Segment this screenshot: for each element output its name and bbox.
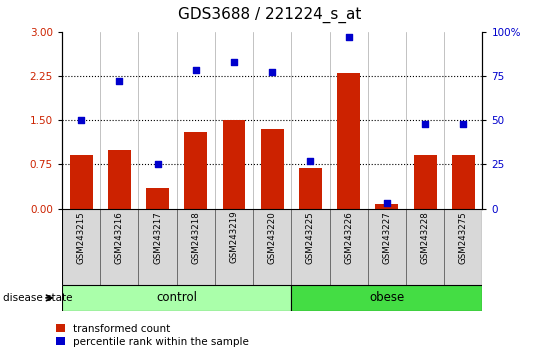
Text: GSM243216: GSM243216: [115, 211, 124, 263]
Text: GSM243215: GSM243215: [77, 211, 86, 263]
Point: [268, 69, 277, 75]
Point: [306, 158, 315, 164]
Text: GSM243275: GSM243275: [459, 211, 468, 263]
Bar: [375, 204, 398, 209]
Bar: [261, 129, 284, 209]
Point: [153, 161, 162, 167]
Point: [421, 121, 430, 126]
Point: [230, 59, 238, 64]
Point: [191, 68, 200, 73]
Bar: [444, 209, 482, 285]
Point: [344, 34, 353, 40]
Text: GSM243226: GSM243226: [344, 211, 353, 263]
Bar: [139, 209, 177, 285]
Text: GSM243218: GSM243218: [191, 211, 201, 263]
Bar: [253, 209, 291, 285]
Bar: [329, 209, 368, 285]
Bar: [299, 169, 322, 209]
Bar: [368, 209, 406, 285]
Bar: [177, 209, 215, 285]
Legend: transformed count, percentile rank within the sample: transformed count, percentile rank withi…: [57, 324, 249, 347]
Text: obese: obese: [369, 291, 404, 304]
Point: [459, 121, 468, 126]
Point: [77, 117, 85, 123]
Bar: [62, 209, 100, 285]
Bar: [100, 209, 139, 285]
Text: GSM243228: GSM243228: [420, 211, 430, 263]
Bar: [452, 155, 475, 209]
Bar: [406, 209, 444, 285]
Bar: [223, 120, 245, 209]
Bar: [146, 188, 169, 209]
Bar: [337, 73, 360, 209]
Bar: [62, 285, 291, 311]
Text: GSM243220: GSM243220: [268, 211, 277, 263]
Bar: [215, 209, 253, 285]
Bar: [184, 132, 207, 209]
Bar: [291, 285, 482, 311]
Text: control: control: [156, 291, 197, 304]
Text: GSM243217: GSM243217: [153, 211, 162, 263]
Bar: [108, 149, 131, 209]
Bar: [70, 155, 93, 209]
Bar: [291, 209, 329, 285]
Text: disease state: disease state: [3, 293, 72, 303]
Point: [383, 200, 391, 206]
Text: GSM243219: GSM243219: [230, 211, 238, 263]
Text: GDS3688 / 221224_s_at: GDS3688 / 221224_s_at: [178, 6, 361, 23]
Bar: [413, 155, 437, 209]
Text: GSM243227: GSM243227: [382, 211, 391, 263]
Point: [115, 78, 123, 84]
Text: GSM243225: GSM243225: [306, 211, 315, 263]
